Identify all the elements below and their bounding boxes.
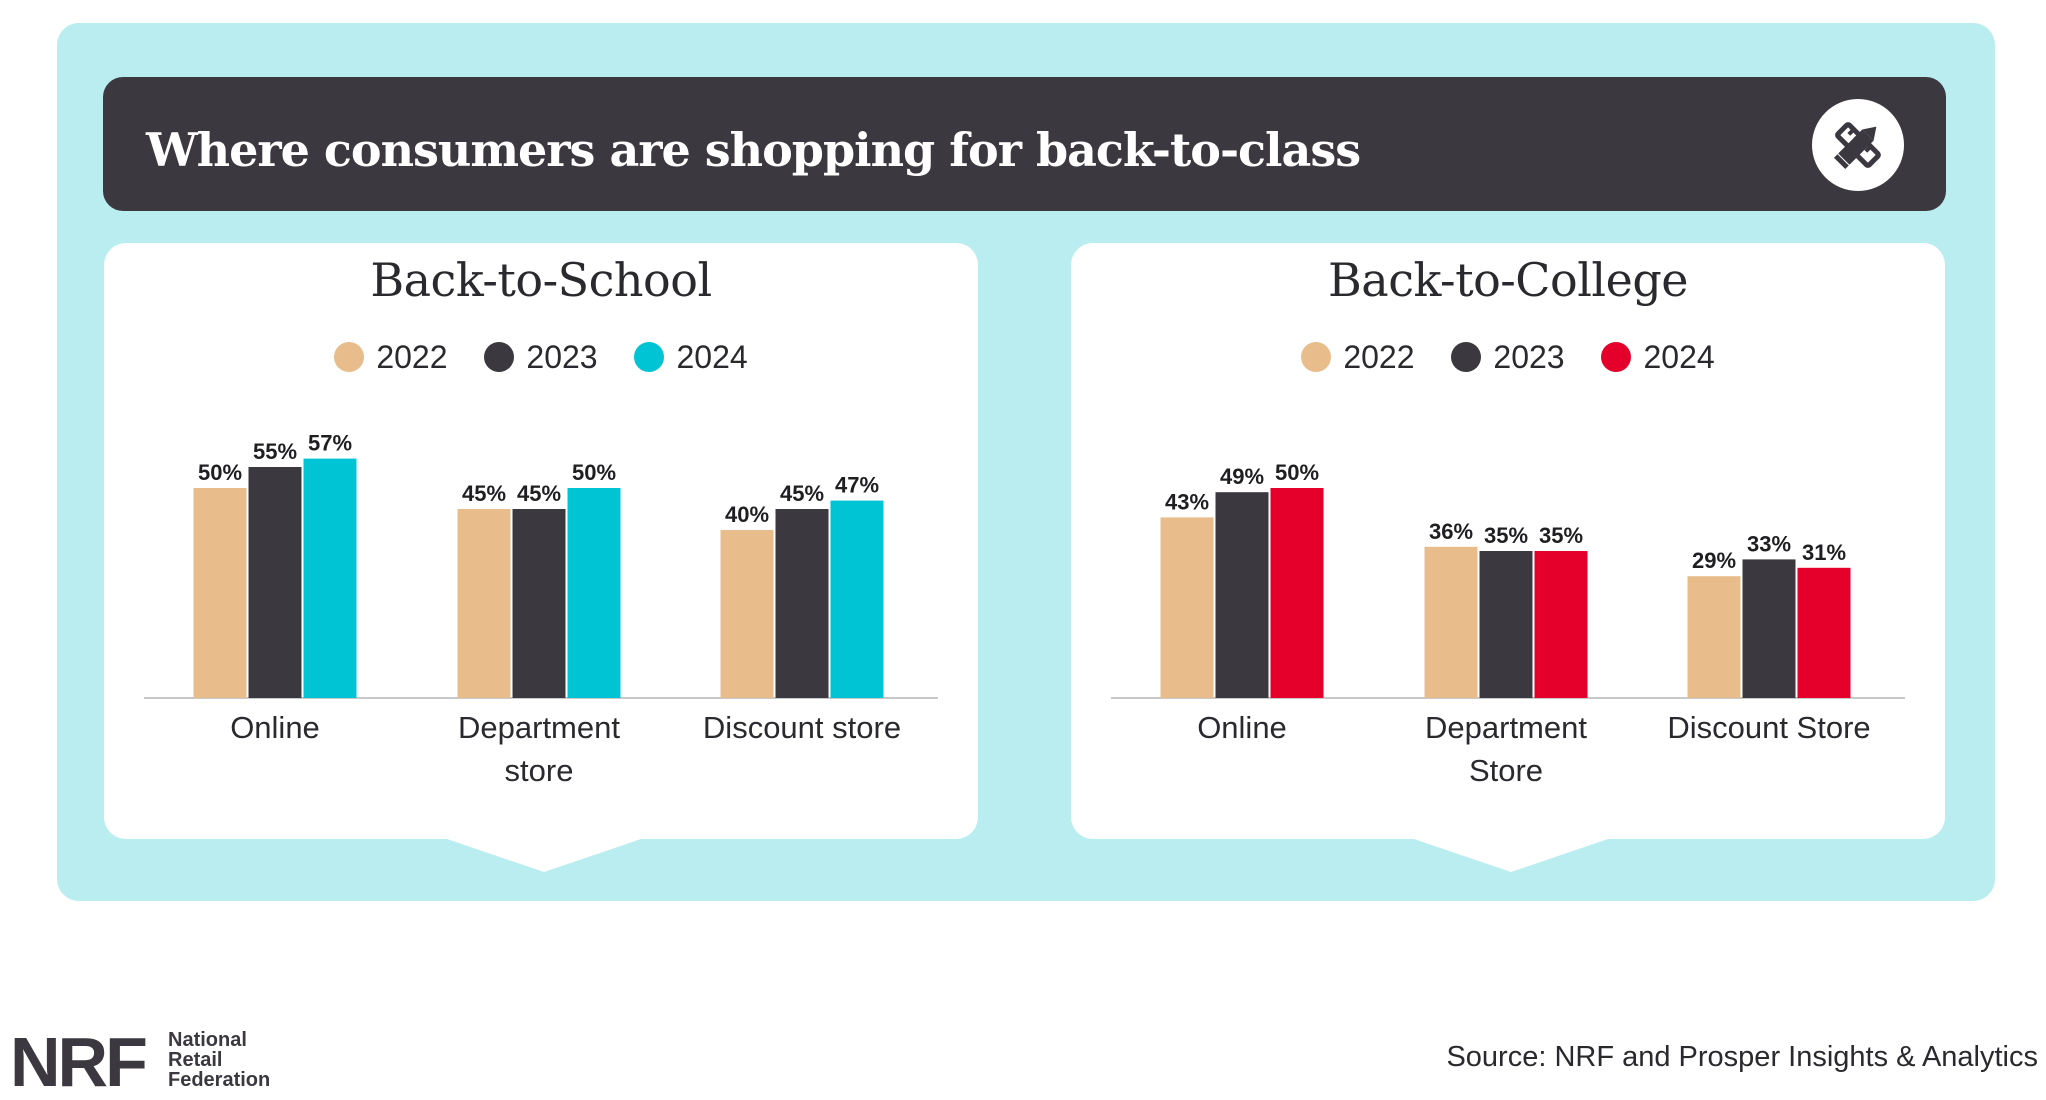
category-label: Store	[1469, 753, 1543, 788]
back-to-school-chart: 50% 55% 57% Online 45% 45% 50% Department store 4…	[144, 431, 938, 788]
legend-label: 2024	[1643, 339, 1715, 375]
category-label: Online	[1197, 710, 1287, 745]
legend-swatch	[1451, 342, 1482, 372]
data-label: 47%	[835, 473, 879, 498]
data-label: 40%	[725, 502, 769, 527]
data-label: 50%	[198, 460, 242, 485]
bar-2023-0	[248, 467, 302, 698]
category-label: Discount Store	[1667, 710, 1870, 745]
nrf-name-line: National	[168, 1029, 247, 1051]
data-label: 29%	[1692, 548, 1736, 573]
data-label: 35%	[1484, 523, 1528, 548]
chart-legend: 2022 2023 2024	[1071, 339, 1945, 379]
bar-2022-0	[1160, 517, 1214, 698]
chart-legend: 2022 2023 2024	[104, 339, 978, 379]
data-label: 36%	[1429, 519, 1473, 544]
back-to-school-panel: Back-to-School 2022 2023 2024 50% 55% 57% O…	[104, 243, 978, 872]
chart-title: Back-to-School	[370, 253, 712, 307]
bar-2024-1	[567, 488, 621, 698]
category-label: Discount store	[703, 710, 901, 745]
header-banner: Where consumers are shopping for back-to…	[103, 77, 1946, 211]
back-to-college-panel: Back-to-College 2022 2023 2024 43% 49% 50%…	[1071, 243, 1945, 872]
category-label: Department	[458, 710, 620, 745]
bar-2022-0	[193, 488, 247, 698]
bar-2024-2	[830, 500, 884, 698]
data-label: 33%	[1747, 531, 1791, 556]
data-label: 45%	[462, 481, 506, 506]
legend-label: 2023	[526, 339, 598, 375]
legend-swatch	[334, 342, 365, 372]
back-to-college-chart: 43% 49% 50% Online 36% 35% 35% Department Store 2…	[1111, 460, 1905, 788]
pencil-ruler-icon	[1812, 99, 1904, 191]
data-label: 49%	[1220, 464, 1264, 489]
bar-2022-1	[457, 509, 511, 698]
category-label: Online	[230, 710, 320, 745]
legend-item-2024: 2024	[1601, 339, 1715, 376]
legend-label: 2022	[376, 339, 448, 375]
bar-2023-1	[1479, 551, 1533, 698]
legend-item-2023: 2023	[484, 339, 598, 376]
bar-2023-0	[1215, 492, 1269, 698]
chart-title: Back-to-College	[1327, 253, 1689, 307]
category-label: store	[505, 753, 574, 788]
bar-2022-2	[1687, 576, 1741, 698]
legend-item-2022: 2022	[334, 339, 448, 376]
nrf-logo-name: National Retail Federation	[168, 1030, 308, 1090]
data-label: 31%	[1802, 540, 1846, 565]
page-title: Where consumers are shopping for back-to…	[146, 123, 1361, 177]
data-label: 45%	[780, 481, 824, 506]
data-label: 57%	[308, 431, 352, 456]
bar-2023-2	[1742, 559, 1796, 698]
legend-item-2024: 2024	[634, 339, 748, 376]
bar-2023-2	[775, 509, 829, 698]
nrf-name-line: Retail	[168, 1049, 223, 1071]
bar-2024-0	[1270, 488, 1324, 698]
data-label: 43%	[1165, 489, 1209, 514]
legend-swatch	[1301, 342, 1332, 372]
category-label: Department	[1425, 710, 1587, 745]
legend-swatch	[1601, 342, 1632, 372]
bar-2024-0	[303, 458, 357, 698]
data-label: 50%	[1275, 460, 1319, 485]
data-label: 50%	[572, 460, 616, 485]
panel-pointer	[444, 838, 644, 872]
legend-label: 2022	[1343, 339, 1415, 375]
legend-label: 2024	[676, 339, 748, 375]
bar-2022-1	[1424, 546, 1478, 698]
legend-swatch	[484, 342, 515, 372]
bar-2024-1	[1534, 551, 1588, 698]
legend-swatch	[634, 342, 665, 372]
data-label: 55%	[253, 439, 297, 464]
bar-2023-1	[512, 509, 566, 698]
panel-pointer	[1411, 838, 1611, 872]
legend-label: 2023	[1493, 339, 1565, 375]
legend-item-2022: 2022	[1301, 339, 1415, 376]
bar-2024-2	[1797, 567, 1851, 698]
source-note: Source: NRF and Prosper Insights & Analy…	[1446, 1041, 2038, 1073]
bar-2022-2	[720, 530, 774, 698]
legend-item-2023: 2023	[1451, 339, 1565, 376]
data-label: 35%	[1539, 523, 1583, 548]
data-label: 45%	[517, 481, 561, 506]
nrf-name-line: Federation	[168, 1069, 271, 1091]
nrf-logo-letters: NRF	[10, 1023, 148, 1100]
